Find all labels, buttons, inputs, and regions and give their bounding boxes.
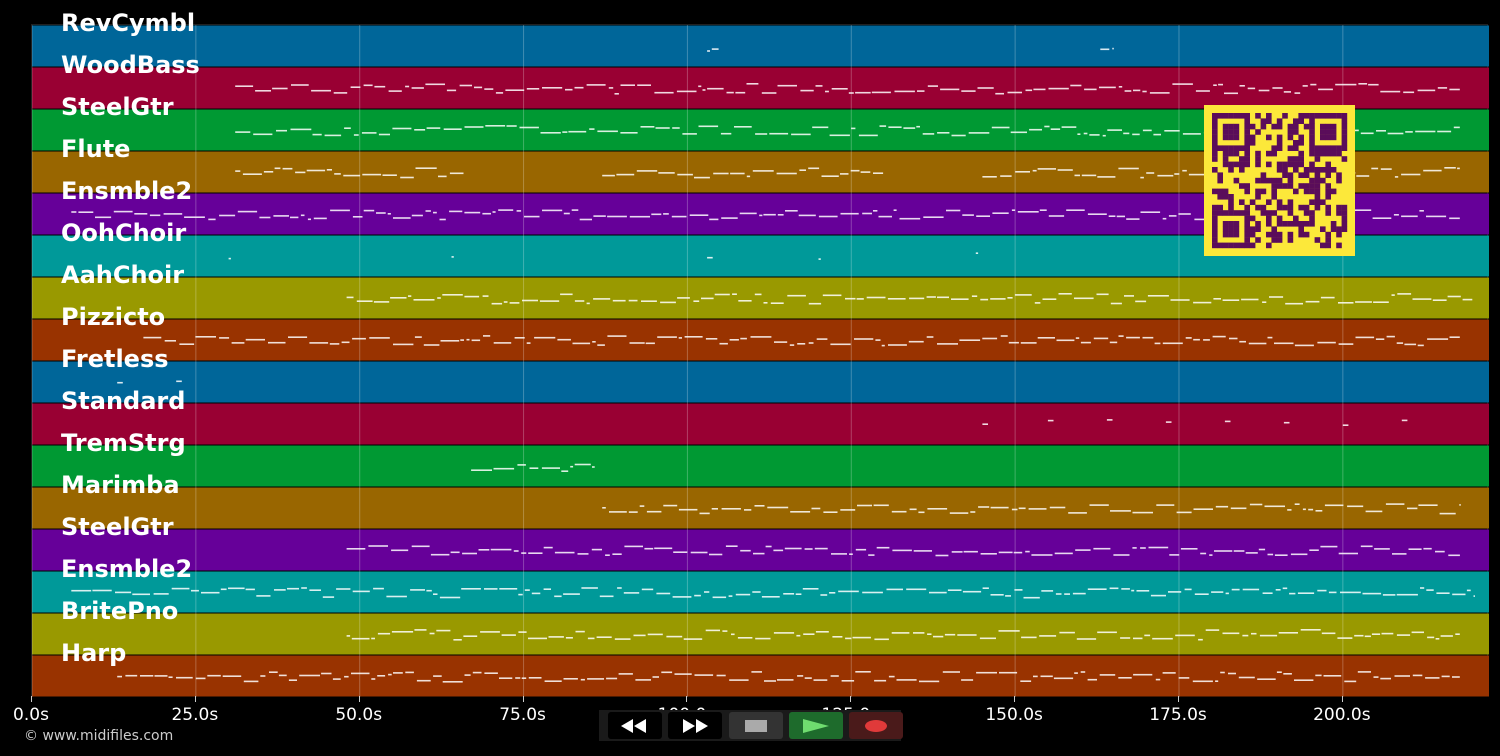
track-label: WoodBass <box>61 51 200 79</box>
track-label: RevCymbl <box>61 9 196 37</box>
play-icon <box>803 718 829 733</box>
fast-forward-icon <box>683 718 708 733</box>
track-lane <box>32 487 1489 529</box>
track-notes <box>982 419 1408 426</box>
track-lane <box>32 613 1489 655</box>
track-label: Pizzicto <box>61 303 166 331</box>
track-notes <box>235 83 1460 95</box>
x-tick <box>1177 696 1179 702</box>
track-label: Marimba <box>61 471 180 499</box>
qr-code <box>1204 105 1355 256</box>
track-lane <box>32 67 1489 109</box>
track-label: Flute <box>61 135 131 163</box>
x-tick <box>358 696 360 702</box>
play-button[interactable] <box>789 712 843 739</box>
track-notes <box>346 293 1473 305</box>
track-label: BritePno <box>61 597 179 625</box>
track-lane <box>32 319 1489 361</box>
track-label: OohChoir <box>61 219 187 247</box>
track-label: Fretless <box>61 345 169 373</box>
x-tick-label: 200.0s <box>1313 705 1371 725</box>
x-tick-label: 50.0s <box>335 705 383 725</box>
track-label: Standard <box>61 387 186 415</box>
track-notes <box>117 671 1460 683</box>
track-label: Ensmble2 <box>61 177 193 205</box>
transport-controls <box>599 710 903 741</box>
track-label: AahChoir <box>61 261 185 289</box>
track-notes <box>707 47 1114 52</box>
track-lane <box>32 277 1489 319</box>
track-lane <box>32 655 1489 697</box>
track-label: Ensmble2 <box>61 555 193 583</box>
track-notes <box>71 587 1475 599</box>
x-tick <box>850 696 852 702</box>
copyright-text: © www.midifiles.com <box>24 728 174 744</box>
stop-button[interactable] <box>729 712 783 739</box>
x-tick <box>1014 696 1016 702</box>
record-icon <box>865 719 887 732</box>
rewind-button[interactable] <box>608 712 662 739</box>
track-notes <box>602 503 1461 515</box>
x-tick-label: 175.0s <box>1149 705 1207 725</box>
track-label: Harp <box>61 639 127 667</box>
rewind-icon <box>621 718 646 733</box>
track-notes <box>117 380 182 384</box>
track-label: SteelGtr <box>61 513 174 541</box>
x-tick-label: 150.0s <box>985 705 1043 725</box>
track-notes <box>471 463 595 472</box>
track-notes <box>346 545 1460 557</box>
x-tick-label: 75.0s <box>499 705 546 725</box>
x-tick-label: 25.0s <box>171 705 219 725</box>
track-label: SteelGtr <box>61 93 174 121</box>
x-tick <box>522 696 524 702</box>
x-tick-label: 0.0s <box>13 705 49 725</box>
track-label: TremStrg <box>61 429 186 457</box>
track-lane <box>32 445 1489 487</box>
x-tick <box>194 696 196 702</box>
track-lane <box>32 361 1489 403</box>
stop-icon <box>745 719 767 732</box>
x-tick <box>31 696 32 702</box>
fast-forward-button[interactable] <box>668 712 722 739</box>
x-tick <box>686 696 688 702</box>
track-lane <box>32 25 1489 67</box>
track-notes <box>346 629 1460 641</box>
x-tick <box>1341 696 1343 702</box>
track-notes <box>228 252 979 260</box>
track-lane <box>32 529 1489 571</box>
track-lane <box>32 403 1489 445</box>
track-notes <box>143 335 1460 347</box>
record-button[interactable] <box>849 712 903 739</box>
